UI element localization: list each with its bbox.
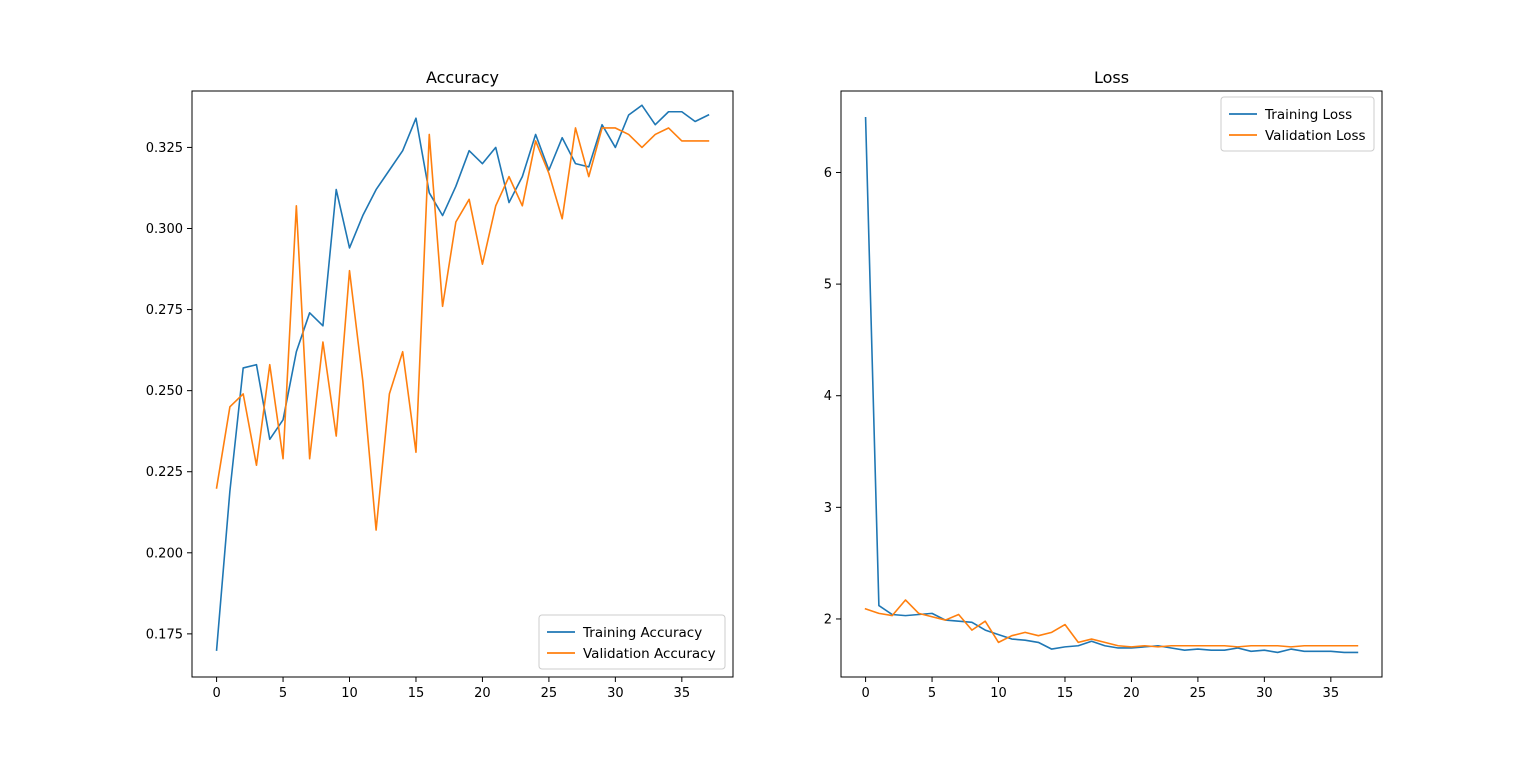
loss-legend-box [1220, 96, 1375, 152]
loss-legend: Training Loss Validation Loss [1220, 96, 1375, 152]
accuracy-x-tick-label: 25 [541, 686, 558, 701]
accuracy-legend-label: Training Accuracy [582, 625, 702, 641]
loss-series-line-training [864, 116, 1359, 654]
accuracy-y-tick-label: 0.275 [146, 303, 183, 318]
loss-x-tick-label: 10 [990, 686, 1007, 701]
accuracy-y-tick-label: 0.200 [146, 546, 183, 561]
accuracy-axes-frame [191, 90, 734, 678]
accuracy-chart: Accuracy 0 5 10 15 20 25 30 35 0.175 0.200 0.225 0.2… [146, 68, 734, 701]
accuracy-series-line-validation [215, 127, 710, 531]
loss-chart-title: Loss [1094, 68, 1129, 87]
loss-x-tick-label: 15 [1057, 686, 1074, 701]
loss-y-tick-label: 5 [824, 278, 832, 293]
accuracy-chart-title: Accuracy [426, 68, 499, 87]
accuracy-y-tick-label: 0.175 [146, 627, 183, 642]
accuracy-y-tick-label: 0.325 [146, 141, 183, 156]
loss-x-tick-label: 35 [1323, 686, 1340, 701]
loss-y-tick-label: 6 [824, 166, 832, 181]
loss-chart: Loss 0 5 10 15 20 25 30 35 2 3 4 5 6 Training Loss Vali… [824, 68, 1383, 701]
accuracy-y-tick-label: 0.250 [146, 384, 183, 399]
loss-axes-frame [840, 90, 1383, 678]
loss-x-tick-label: 25 [1190, 686, 1207, 701]
accuracy-legend-box [538, 614, 726, 670]
accuracy-x-tick-label: 0 [212, 686, 220, 701]
loss-y-tick-label: 4 [824, 389, 832, 404]
loss-legend-label: Training Loss [1264, 107, 1352, 123]
accuracy-x-tick-label: 30 [607, 686, 624, 701]
loss-y-tick-label: 3 [824, 501, 832, 516]
accuracy-y-tick-label: 0.225 [146, 465, 183, 480]
accuracy-x-tick-label: 15 [408, 686, 425, 701]
loss-series-line-validation [864, 599, 1359, 648]
accuracy-legend: Training Accuracy Validation Accuracy [538, 614, 726, 670]
loss-y-tick-label: 2 [824, 612, 832, 627]
accuracy-x-tick-label: 5 [279, 686, 287, 701]
loss-legend-label: Validation Loss [1265, 128, 1366, 144]
accuracy-y-tick-label: 0.300 [146, 222, 183, 237]
loss-x-tick-label: 5 [928, 686, 936, 701]
accuracy-x-tick-label: 20 [474, 686, 491, 701]
accuracy-x-tick-label: 10 [341, 686, 358, 701]
accuracy-series-line-training [215, 104, 710, 651]
accuracy-legend-label: Validation Accuracy [583, 646, 716, 662]
accuracy-x-tick-label: 35 [674, 686, 691, 701]
loss-x-tick-label: 20 [1123, 686, 1140, 701]
loss-x-tick-label: 0 [861, 686, 869, 701]
loss-x-tick-label: 30 [1256, 686, 1273, 701]
